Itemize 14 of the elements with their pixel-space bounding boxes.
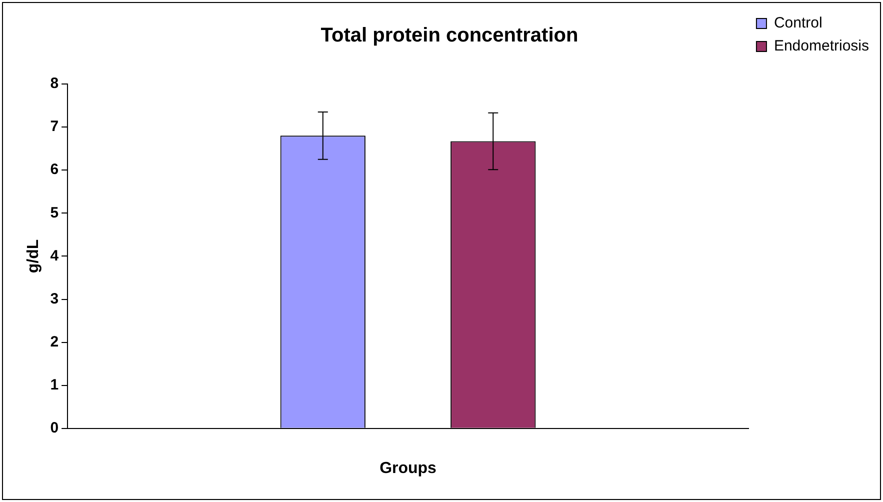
legend-label: Endometriosis bbox=[774, 38, 870, 55]
chart-title: Total protein concentration bbox=[320, 24, 578, 47]
y-axis-title: g/dL bbox=[25, 239, 42, 274]
y-tick-label: 7 bbox=[50, 118, 59, 136]
y-tick-label: 5 bbox=[50, 204, 59, 222]
legend-label: Control bbox=[774, 14, 822, 32]
y-tick-label: 6 bbox=[50, 161, 59, 178]
y-tick-label: 4 bbox=[50, 247, 60, 264]
y-tick-label: 8 bbox=[50, 75, 59, 92]
y-tick-label: 3 bbox=[50, 290, 59, 308]
y-tick-label: 1 bbox=[50, 376, 59, 394]
x-axis-title: Groups bbox=[380, 460, 437, 477]
y-tick-label: 0 bbox=[50, 420, 59, 437]
y-tick-label: 2 bbox=[50, 333, 59, 350]
